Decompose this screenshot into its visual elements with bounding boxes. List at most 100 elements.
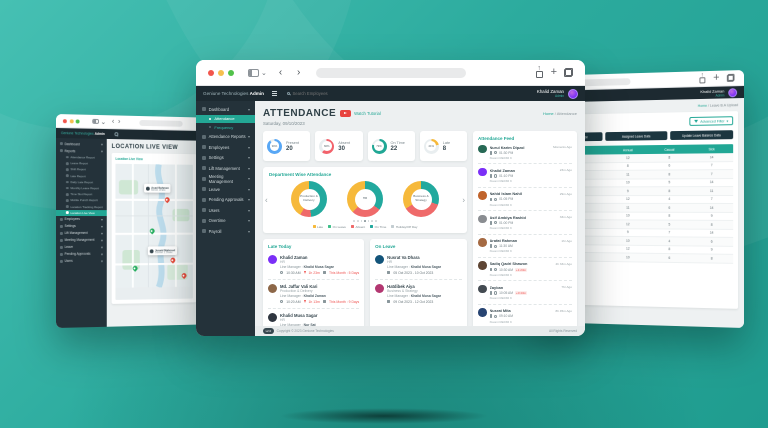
list-item[interactable]: Nusrat Mita 09:10 AM [478, 305, 572, 326]
sidebar-item-label: Dashboard [64, 141, 80, 146]
address-bar[interactable] [139, 119, 184, 127]
list-item[interactable]: Sadiq Qadri Shawon 10:30 AM +1:23m [478, 258, 572, 282]
watch-tutorial-link[interactable]: Watch Tutorial [354, 111, 381, 116]
nav-back-forward[interactable]: ‹ › [278, 67, 307, 78]
advanced-filter-button[interactable]: Advanced Filter ▾ [689, 116, 734, 126]
sidebar-item[interactable]: Attendance Reports ▾ [196, 132, 255, 143]
mobile-icon [489, 174, 492, 178]
minimize-icon[interactable] [218, 69, 224, 76]
menu-icon [202, 176, 206, 181]
sidebar-item[interactable]: Employees ▾ [56, 216, 107, 223]
list-item[interactable]: Hatdibek Aiya Business & Strategy Line M… [375, 278, 462, 304]
new-tab-icon[interactable]: + [713, 71, 720, 84]
list-item[interactable]: Nahid Islam Nahil 01:05 PM [478, 188, 572, 212]
carousel-prev-icon[interactable]: ‹ [265, 195, 268, 205]
list-item[interactable]: Nurul Karim Dipzol 01:30 PM [478, 141, 572, 165]
donut-chart: Business & Strategy [403, 181, 439, 217]
clock-icon [493, 267, 498, 272]
menu-icon [202, 218, 206, 223]
list-item[interactable]: Khalid Zaman 01:10 PM [478, 164, 572, 188]
avatar[interactable] [728, 87, 738, 97]
maximize-icon[interactable] [75, 118, 80, 124]
menu-icon [202, 107, 206, 112]
list-item[interactable]: Khalid Zaman HR Line Manager : Khalid Mu… [268, 253, 359, 275]
search-icon[interactable] [114, 132, 118, 136]
map-popup[interactable]: Asad Rahman Banani, Dhaka [144, 183, 171, 193]
sidebar-item[interactable]: Attendance ▾ [196, 114, 255, 123]
tabs-icon[interactable] [727, 74, 735, 82]
window-location-live-view: ⌄ ‹› Geniune Technologies Admin Dashboar… [56, 114, 202, 328]
stat-label: Late [442, 140, 451, 145]
menu-icon [202, 155, 206, 160]
sidebar-item[interactable]: Pending Approvals ▾ [196, 195, 255, 206]
avatar [478, 238, 487, 247]
punch-time: 01:05 PM [499, 197, 514, 202]
list-item[interactable]: Zayban 10:05 AM +0:43m [478, 281, 572, 305]
hamburger-menu-icon[interactable] [271, 90, 277, 96]
breadcrumb-home-link[interactable]: Home [542, 111, 554, 116]
sidebar-item[interactable]: Dashboard ▾ [196, 104, 255, 115]
global-search[interactable] [286, 91, 353, 96]
close-icon[interactable] [62, 118, 67, 123]
menu-icon [59, 218, 63, 221]
carousel-dots[interactable] [269, 220, 461, 222]
sidebar-item-label: Lift Management [208, 165, 240, 171]
sidebar-item-label: Shift Report [70, 167, 86, 172]
share-icon[interactable] [535, 65, 544, 78]
employee-name: Md. Jaffar Vali Kari [280, 283, 318, 289]
sidebar-item[interactable]: Meeting Management ▾ [196, 174, 255, 185]
list-item[interactable]: Khalid Musa Sagar HR Line Manager : Nur … [268, 307, 360, 326]
close-icon[interactable] [208, 69, 214, 76]
carousel-next-icon[interactable]: › [462, 195, 465, 205]
video-tutorial-icon[interactable] [340, 110, 352, 117]
sidebar-item-label: Employees [208, 144, 230, 150]
avatar [145, 186, 150, 191]
sidebar-item[interactable]: Leave ▾ [196, 184, 255, 195]
search-input[interactable] [292, 91, 353, 96]
clock-icon [280, 271, 284, 275]
minimize-icon[interactable] [69, 118, 74, 123]
sidebar-item-label: Mobile Punch Report [70, 198, 98, 203]
sidebar-item-label: Users [64, 259, 73, 264]
live-map[interactable]: Asad Rahman Banani, Dhaka Junaid Mahmud … [115, 163, 193, 300]
late-duration-icon [303, 271, 306, 275]
leave-date-range: 09 Oct 2023 - 12 Oct 2023 [393, 299, 434, 304]
sidebar-item[interactable]: Lift Management ▾ [196, 163, 255, 174]
action-button[interactable]: Update Leave Balance Data [669, 130, 734, 141]
avatar [478, 144, 487, 153]
employee-name: Hatdibek Aiya [387, 283, 415, 289]
department: HR [280, 260, 285, 265]
new-tab-icon[interactable]: + [550, 66, 557, 78]
user-menu[interactable]: Khalid Zaman Admin [537, 88, 578, 99]
list-item[interactable]: Nusrat Va Dhara HR Line Manager : Khalid… [375, 253, 462, 275]
sidebar-toggle-icon[interactable]: ⌄ [248, 68, 267, 77]
tabs-icon[interactable] [564, 68, 573, 77]
maximize-icon[interactable] [228, 69, 234, 76]
mobile-icon [489, 314, 492, 319]
sidebar-item[interactable]: Payroll ▾ [196, 226, 255, 237]
legend-label: On Time [374, 224, 387, 229]
device-name: Xiaomi REDMI 9 [489, 249, 512, 254]
mobile-icon [489, 244, 492, 249]
sidebar-item-label: Lift Management [64, 231, 88, 236]
employee-name: Nurul Karim Dipzol [489, 144, 525, 150]
action-button[interactable]: Assigned Leave Data [605, 131, 667, 141]
avatar[interactable] [568, 88, 578, 99]
sidebar-item[interactable]: Employees ▾ [196, 142, 255, 153]
sidebar-item[interactable]: Settings ▾ [196, 153, 255, 164]
nav-back-forward[interactable]: ‹› [111, 118, 125, 126]
sidebar-item[interactable]: Frequency ▾ [196, 123, 255, 132]
address-bar[interactable] [315, 68, 466, 78]
breadcrumb-home-link[interactable]: Home [697, 103, 707, 108]
list-item[interactable]: Arafat Rahman 11:30 AM [478, 235, 572, 258]
list-item[interactable]: Asif Ambiya Rashid 01:00 PM [478, 211, 572, 235]
sidebar-toggle-icon[interactable]: ⌄ [91, 117, 106, 126]
menu-icon [65, 162, 69, 165]
page-title: LOCATION LIVE VIEW [111, 143, 179, 151]
sidebar-item[interactable]: Overtime ▾ [196, 216, 255, 227]
list-item[interactable]: Md. Jaffar Vali Kari Production & Delive… [268, 278, 360, 304]
sidebar-item[interactable]: Users ▾ [56, 257, 107, 264]
share-icon[interactable] [698, 74, 705, 83]
map-popup[interactable]: Junaid Mahmud Gulshan 2, Dhaka [147, 246, 177, 256]
sidebar-item[interactable]: Users ▾ [196, 205, 255, 216]
